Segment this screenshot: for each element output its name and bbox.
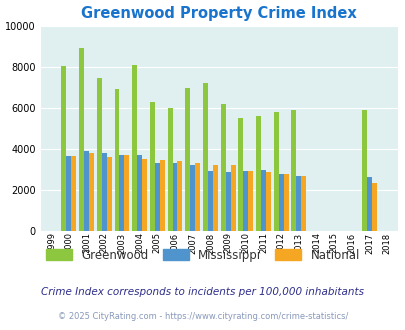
Bar: [172, 163, 177, 231]
Text: © 2025 CityRating.com - https://www.cityrating.com/crime-statistics/: © 2025 CityRating.com - https://www.city…: [58, 312, 347, 321]
Bar: [366, 177, 371, 231]
Bar: [119, 155, 124, 231]
Bar: [154, 163, 160, 231]
Bar: [79, 48, 84, 231]
Bar: [160, 160, 164, 231]
Text: Crime Index corresponds to incidents per 100,000 inhabitants: Crime Index corresponds to incidents per…: [41, 287, 364, 297]
Bar: [202, 83, 207, 231]
Bar: [238, 118, 243, 231]
Bar: [107, 157, 111, 231]
Bar: [97, 78, 102, 231]
Bar: [265, 172, 270, 231]
Bar: [190, 164, 195, 231]
Bar: [212, 164, 217, 231]
Bar: [225, 172, 230, 231]
Bar: [89, 153, 94, 231]
Bar: [114, 89, 119, 231]
Bar: [371, 183, 376, 231]
Bar: [185, 88, 190, 231]
Bar: [207, 171, 212, 231]
Bar: [167, 108, 172, 231]
Bar: [84, 151, 89, 231]
Bar: [195, 163, 200, 231]
Bar: [247, 171, 253, 231]
Bar: [71, 156, 76, 231]
Bar: [301, 176, 305, 231]
Bar: [124, 155, 129, 231]
Bar: [142, 159, 147, 231]
Bar: [177, 161, 182, 231]
Bar: [361, 110, 366, 231]
Bar: [273, 112, 278, 231]
Bar: [102, 153, 107, 231]
Bar: [291, 110, 296, 231]
Bar: [243, 171, 247, 231]
Bar: [283, 174, 288, 231]
Bar: [61, 66, 66, 231]
Bar: [256, 116, 260, 231]
Legend: Greenwood, Mississippi, National: Greenwood, Mississippi, National: [42, 245, 363, 265]
Bar: [278, 174, 283, 231]
Bar: [137, 155, 142, 231]
Title: Greenwood Property Crime Index: Greenwood Property Crime Index: [81, 6, 356, 21]
Bar: [260, 170, 265, 231]
Bar: [66, 156, 71, 231]
Bar: [132, 65, 137, 231]
Bar: [220, 104, 225, 231]
Bar: [230, 164, 235, 231]
Bar: [149, 102, 154, 231]
Bar: [296, 176, 301, 231]
